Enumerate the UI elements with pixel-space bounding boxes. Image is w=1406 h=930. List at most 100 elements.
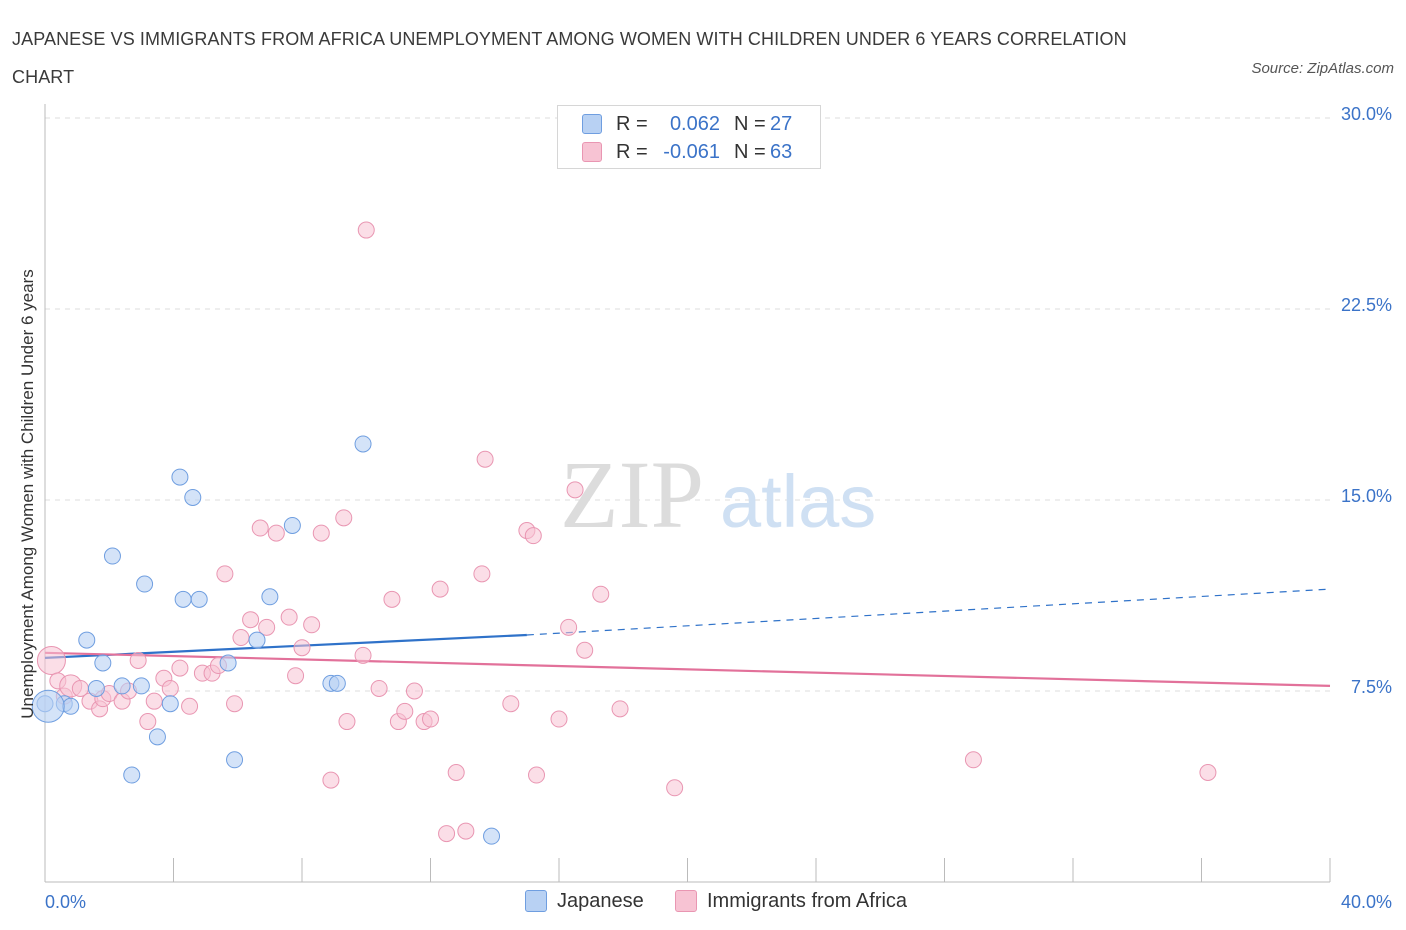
africa-point [550,710,568,728]
africa-point [528,766,546,784]
japanese-point [171,468,189,486]
africa-point [431,580,449,598]
n-label: N = [734,141,766,163]
africa-r-value: -0.061 [663,141,720,163]
japanese-points [31,435,501,845]
y-tick-label: 15.0% [1341,486,1392,506]
r-label: R = [616,141,648,163]
japanese-point [148,728,166,746]
japanese-point [31,689,65,723]
japanese-point [184,488,202,506]
africa-point [457,822,475,840]
africa-point [964,751,982,769]
africa-n-value: 63 [770,141,793,163]
africa-point [181,697,199,715]
chart-title: JAPANESE VS IMMIGRANTS FROM AFRICA UNEMP… [12,29,1127,87]
japanese-point [283,516,301,534]
japanese-point [483,827,501,845]
japanese-point [354,435,372,453]
africa-point [354,646,372,664]
africa-point [405,682,423,700]
africa-point [447,763,465,781]
japanese-point [174,590,192,608]
japanese-point [113,677,131,695]
japanese-point [78,631,96,649]
africa-point [312,524,330,542]
y-tick-label: 22.5% [1341,295,1392,315]
africa-swatch [582,142,602,162]
japanese-point [328,674,346,692]
africa-point [611,700,629,718]
axes [44,104,1331,883]
japanese-swatch [582,114,602,134]
africa-point [338,713,356,731]
japanese-legend-swatch [525,890,547,912]
africa-point [438,825,456,843]
japanese-point [132,677,150,695]
africa-legend-label: Immigrants from Africa [707,890,908,912]
africa-point [145,692,163,710]
africa-point [161,679,179,697]
africa-point [216,565,234,583]
japanese-point [161,695,179,713]
tick-labels: 7.5% 15.0% 22.5% 30.0% 0.0% 40.0% [45,104,1392,912]
n-label: N = [734,113,766,135]
africa-point [476,450,494,468]
source-credit: Source: ZipAtlas.com [1251,60,1394,77]
y-tick-label: 30.0% [1341,104,1392,124]
japanese-point [87,679,105,697]
x-tick-label: 0.0% [45,892,86,912]
africa-point [36,645,66,675]
y-axis-label: Unemployment Among Women with Children U… [18,269,37,718]
africa-point [139,713,157,731]
africa-point [242,611,260,629]
africa-point [129,651,147,669]
japanese-trend-extension [526,588,1331,636]
watermark-atlas: atlas [720,460,876,543]
japanese-point [219,654,237,672]
africa-point [267,524,285,542]
africa-point [560,618,578,636]
japanese-n-value: 27 [770,113,793,135]
japanese-point [261,588,279,606]
africa-point [1199,763,1217,781]
africa-point [171,659,189,677]
japanese-legend-label: Japanese [557,890,644,912]
africa-point [232,629,250,647]
gridlines [45,117,1330,692]
africa-points [36,221,1217,843]
correlation-legend: R = 0.062 N = 27 R = -0.061 N = 63 [557,105,821,169]
japanese-point [103,547,121,565]
africa-point [576,641,594,659]
africa-point [383,590,401,608]
x-tick-label: 40.0% [1341,892,1392,912]
africa-point [502,695,520,713]
africa-point [280,608,298,626]
africa-point [322,771,340,789]
japanese-point [62,697,80,715]
y-tick-label: 7.5% [1351,677,1392,697]
africa-point [524,527,542,545]
japanese-point [123,766,141,784]
africa-point [370,679,388,697]
japanese-r-value: 0.062 [669,113,720,135]
japanese-point [190,590,208,608]
japanese-point [136,575,154,593]
africa-point [422,710,439,728]
africa-point [473,565,491,583]
africa-point [566,481,584,499]
zipatlas-watermark: ZIP atlas [560,441,876,548]
japanese-point [226,751,244,769]
trend-lines [44,588,1331,688]
africa-trend-line [44,651,1331,688]
africa-point [251,519,269,537]
africa-point [293,639,311,657]
r-label: R = [616,113,648,135]
africa-point [396,702,414,720]
japanese-point [248,631,266,649]
africa-point [226,695,244,713]
japanese-point [94,654,112,672]
watermark-zip: ZIP [560,441,704,548]
africa-legend-swatch [675,890,697,912]
